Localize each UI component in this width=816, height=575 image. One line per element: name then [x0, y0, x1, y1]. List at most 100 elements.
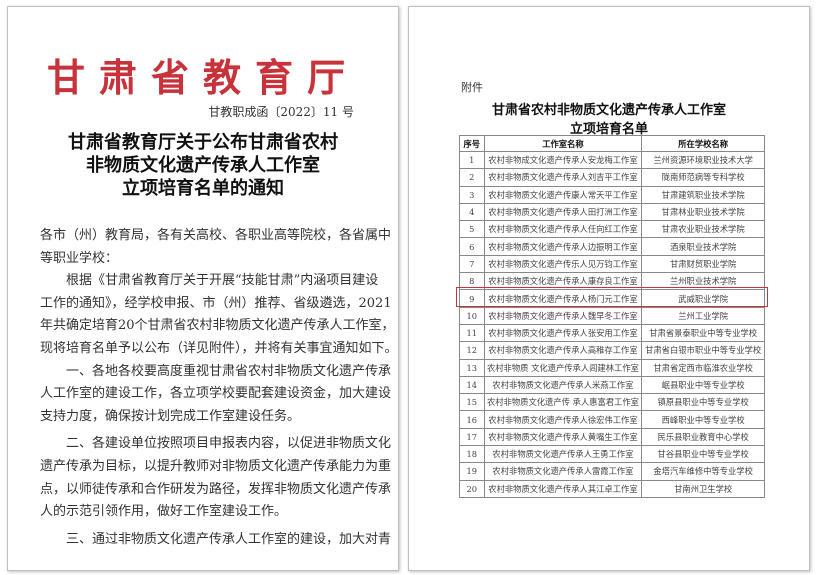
studio-list-table: 序号 工作室名称 所在学校名称 1 农村非物成文化遗产传承人安龙梅工作室 兰州资源环… [459, 135, 765, 498]
body-line: 年共确定培育20个甘肃省农村非物质文化遗产传承人工作室， [40, 318, 395, 334]
table-row: 19 农村非物质文化遗产传承人雷霞工作室 金塔汽车维修中等专业学校 [459, 462, 765, 481]
school-name: 甘肃省白银市职业中等专业学校 [641, 341, 765, 360]
studio-name: 农村非物质文化遗产传承人雷霞工作室 [483, 462, 643, 481]
row-number: 14 [459, 375, 485, 395]
school-name: 陇南师范病等专科学校 [641, 168, 765, 187]
school-name: 镇原县职业中等专业学校 [641, 393, 765, 412]
school-name: 甘肃建筑职业技术学院 [641, 185, 765, 204]
body-line: 遗产传承为目标，以提升教师对非物质文化遗产传承能力为重 [40, 458, 392, 474]
row-number: 8 [459, 272, 485, 291]
studio-name: 农村非物成文化遗产传承人安龙梅工作室 [483, 150, 643, 170]
school-name: 甘肃省景泰职业中等专业学校 [641, 323, 765, 343]
table-row: 3 农村非物质文化遗产传康人常天平工作室 甘肃建筑职业技术学院 [459, 185, 765, 204]
column-header-studio: 工作室名称 [483, 135, 643, 152]
studio-name: 农村非物质文化遗产传承人黄嘴生工作室 [483, 427, 643, 447]
studio-name: 农村非物质文化遗产传乐人见万钧工作室 [483, 254, 643, 274]
body-line: 三、通过非物质文化遗产传承人工作室的建设，加大对青 [40, 531, 392, 547]
school-name: 甘谷县职业中等专业学校 [641, 445, 765, 464]
studio-name: 农村非物质文化遗产传 承人惠富君工作室 [483, 393, 643, 412]
studio-name: 农村非物质文化遗产传承人米燕工作室 [483, 375, 643, 395]
body-line: 点，以师徒传承和合作研发为路径，发挥非物质文化遗产传承 [40, 481, 392, 497]
table-row: 13 农村非物质 文化遗产传承人闾建林工作室 甘肃省定西市临淮农业学校 [459, 358, 765, 377]
row-number: 2 [459, 168, 485, 187]
table-row: 8 农村非物质文化遗产传承人康存良工作室 兰州职业技术学院 [459, 272, 765, 291]
row-number: 1 [459, 150, 485, 170]
school-name: 武威职业学院 [641, 289, 765, 308]
school-name: 甘肃省定西市临淮农业学校 [641, 358, 765, 377]
table-row: 6 农村非物质文化遗产传承人边振明工作室 酒泉职业技术学院 [459, 237, 765, 256]
notice-page: 甘肃省教育厅 甘教职成函〔2022〕11 号 甘肃省教育厅关于公布甘肃省农村 非… [7, 6, 399, 571]
row-number: 7 [459, 254, 485, 274]
body-line: 支持力度，确保按计划完成工作室建设任务。 [40, 408, 301, 424]
studio-name: 农村非物质文化遗产传承人魏早冬工作室 [483, 306, 643, 325]
column-header-number: 序号 [459, 135, 485, 152]
table-row: 7 农村非物质文化遗产传乐人见万钧工作室 甘肃财贸职业学院 [459, 254, 765, 274]
table-row: 5 农村非物质文化遗产传承人任向红工作室 甘肃农业职业技术学院 [459, 220, 765, 239]
table-row: 2 农村非物质文化遗产传承人刘吉平工作室 陇南师范病等专科学校 [459, 168, 765, 187]
studio-name: 农村非物质文化遗产传承人徐宏伟工作室 [483, 410, 643, 429]
row-number: 17 [459, 427, 485, 447]
studio-name: 农村非物质文化遗产传承人杨门元工作室 [483, 289, 643, 308]
row-number: 5 [459, 220, 485, 239]
row-number: 12 [459, 341, 485, 360]
school-name: 兰州资源环境职业技术大学 [641, 150, 765, 170]
attachment-title: 甘肃省农村非物质文化遗产传承人工作室 立项培育名单 [409, 101, 809, 139]
school-name: 酒泉职业技术学院 [641, 237, 765, 256]
table-row: 9 农村非物质文化遗产传承人杨门元工作室 武威职业学院 [459, 289, 765, 308]
heading-line: 甘肃省教育厅关于公布甘肃省农村 [68, 132, 338, 153]
table-row: 20 农村非物质文化遗产传承人其江卓工作室 甘南州卫生学校 [459, 479, 765, 498]
row-number: 19 [459, 462, 485, 481]
row-number: 11 [459, 323, 485, 343]
row-number: 10 [459, 306, 485, 325]
table-row: 4 农村非物质文化遗产传承人田打洲工作室 甘肃林业职业技术学院 [459, 202, 765, 222]
document-number: 甘教职成函〔2022〕11 号 [208, 105, 354, 119]
row-number: 4 [459, 202, 485, 222]
body-line: 人的示范引领作用，做好工作室建设工作。 [40, 504, 288, 520]
school-name: 甘肃农业职业技术学院 [641, 220, 765, 239]
notice-body: 各市（州）教育局，各有关高校、各职业高等院校，各省属中 等职业学校： 根据《甘肃省… [40, 225, 398, 551]
attachment-label: 附件 [461, 81, 483, 94]
studio-name: 农村非物质文化遗产传承人高稚存工作室 [483, 341, 643, 360]
body-line: 人工作室的建设工作，各立项学校要配套建设资金，加大建设 [40, 386, 392, 402]
table-row: 12 农村非物质文化遗产传承人高稚存工作室 甘肃省白银市职业中等专业学校 [459, 341, 765, 360]
studio-name: 农村非物质文化遗产传承人王勇工作室 [483, 445, 643, 464]
body-line: 一、各地各校要高度重视甘肃省农村非物质文化遗产传承 [40, 363, 392, 379]
table-row: 1 农村非物成文化遗产传承人安龙梅工作室 兰州资源环境职业技术大学 [459, 150, 765, 170]
title-line: 立项培育名单 [569, 122, 648, 137]
row-number: 3 [459, 185, 485, 204]
row-number: 6 [459, 237, 485, 256]
column-header-school: 所在学校名称 [641, 135, 765, 152]
row-number: 20 [459, 479, 485, 498]
row-number: 18 [459, 445, 485, 464]
studio-name: 农村非物质文化遗产传承人刘吉平工作室 [483, 168, 643, 187]
school-name: 金塔汽车维修中等专业学校 [641, 462, 765, 481]
school-name: 西峰职业中等专业学校 [641, 410, 765, 429]
body-line: 工作的通知》，经学校申报、市（州）推荐、省级遴选，2021 [40, 295, 392, 311]
school-name: 民乐县职业教育中心学校 [641, 427, 765, 447]
row-number: 9 [459, 289, 485, 308]
table-row: 18 农村非物质文化遗产传承人王勇工作室 甘谷县职业中等专业学校 [459, 445, 765, 464]
table-row: 14 农村非物质文化遗产传承人米燕工作室 岷县职业中等专业学校 [459, 375, 765, 395]
studio-name: 农村非物质文化遗产传承人其江卓工作室 [483, 479, 643, 498]
row-number: 15 [459, 393, 485, 412]
body-line: 根据《甘肃省教育厅关于开展“技能甘肃”内涵项目建设 [40, 273, 379, 289]
notice-heading: 甘肃省教育厅关于公布甘肃省农村 非物质文化遗产传承人工作室 立项培育名单的通知 [8, 131, 398, 200]
school-name: 兰州工业学院 [641, 306, 765, 325]
row-number: 13 [459, 358, 485, 377]
body-line: 各市（州）教育局，各有关高校、各职业高等院校，各省属中 [40, 228, 392, 243]
school-name: 甘肃林业职业技术学院 [641, 202, 765, 222]
table-row: 16 农村非物质文化遗产传承人徐宏伟工作室 西峰职业中等专业学校 [459, 410, 765, 429]
school-name: 岷县职业中等专业学校 [641, 375, 765, 395]
table-row: 15 农村非物质文化遗产传 承人惠富君工作室 镇原县职业中等专业学校 [459, 393, 765, 412]
letterhead: 甘肃省教育厅 [46, 56, 359, 100]
row-number: 16 [459, 410, 485, 429]
studio-name: 农村非物质 文化遗产传承人闾建林工作室 [483, 358, 643, 377]
body-line: 二、各建设单位按照项目申报表内容，以促进非物质文化 [40, 436, 392, 452]
body-line: 现将培育名单予以公布（详见附件），并将有关事宜通知如下。 [40, 340, 398, 356]
studio-name: 农村非物质文化遗产传承人张安用工作室 [483, 323, 643, 343]
studio-name: 农村非物质文化遗产传承人田打洲工作室 [483, 202, 643, 222]
table-row: 11 农村非物质文化遗产传承人张安用工作室 甘肃省景泰职业中等专业学校 [459, 323, 765, 343]
school-name: 甘肃财贸职业学院 [641, 254, 765, 274]
studio-name: 农村非物质文化遗产传承人任向红工作室 [483, 220, 643, 239]
heading-line: 立项培育名单的通知 [122, 178, 284, 199]
